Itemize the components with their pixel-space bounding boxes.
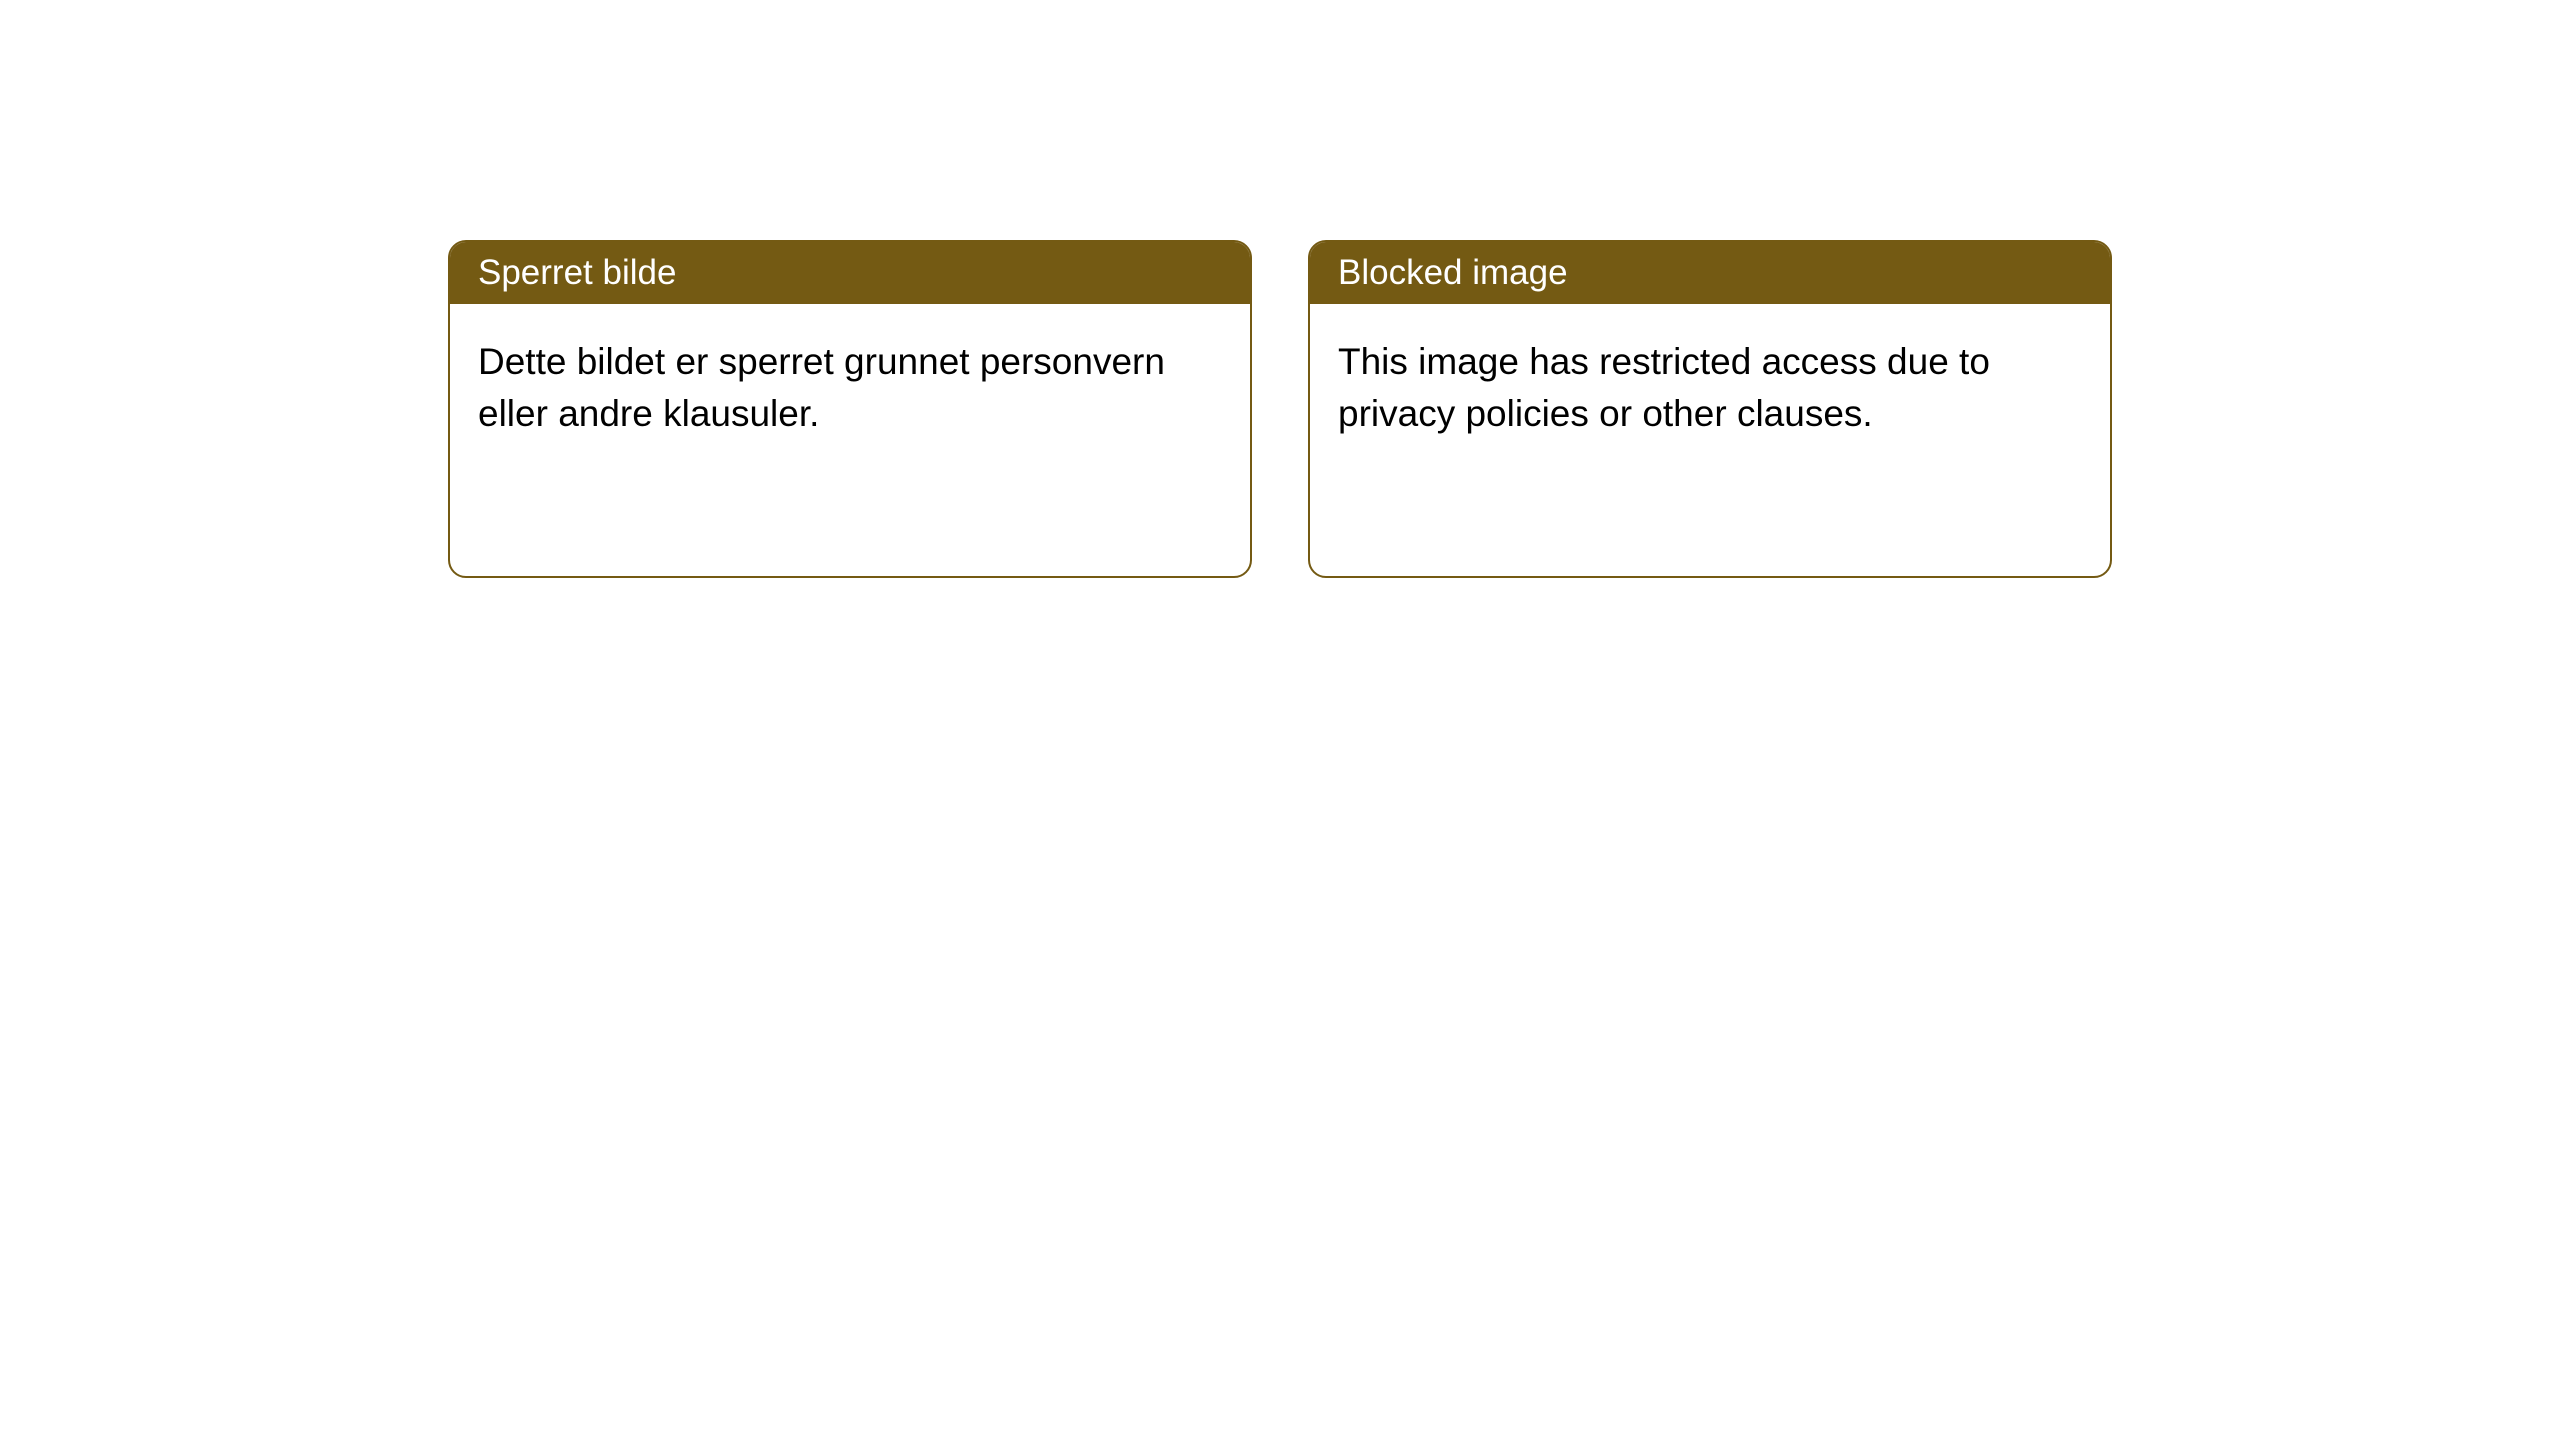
- card-title-english: Blocked image: [1310, 242, 2110, 304]
- blocked-image-card-norwegian: Sperret bilde Dette bildet er sperret gr…: [448, 240, 1252, 578]
- blocked-image-card-english: Blocked image This image has restricted …: [1308, 240, 2112, 578]
- card-title-norwegian: Sperret bilde: [450, 242, 1250, 304]
- card-body-norwegian: Dette bildet er sperret grunnet personve…: [450, 304, 1250, 472]
- card-body-english: This image has restricted access due to …: [1310, 304, 2110, 472]
- notice-container: Sperret bilde Dette bildet er sperret gr…: [448, 240, 2112, 578]
